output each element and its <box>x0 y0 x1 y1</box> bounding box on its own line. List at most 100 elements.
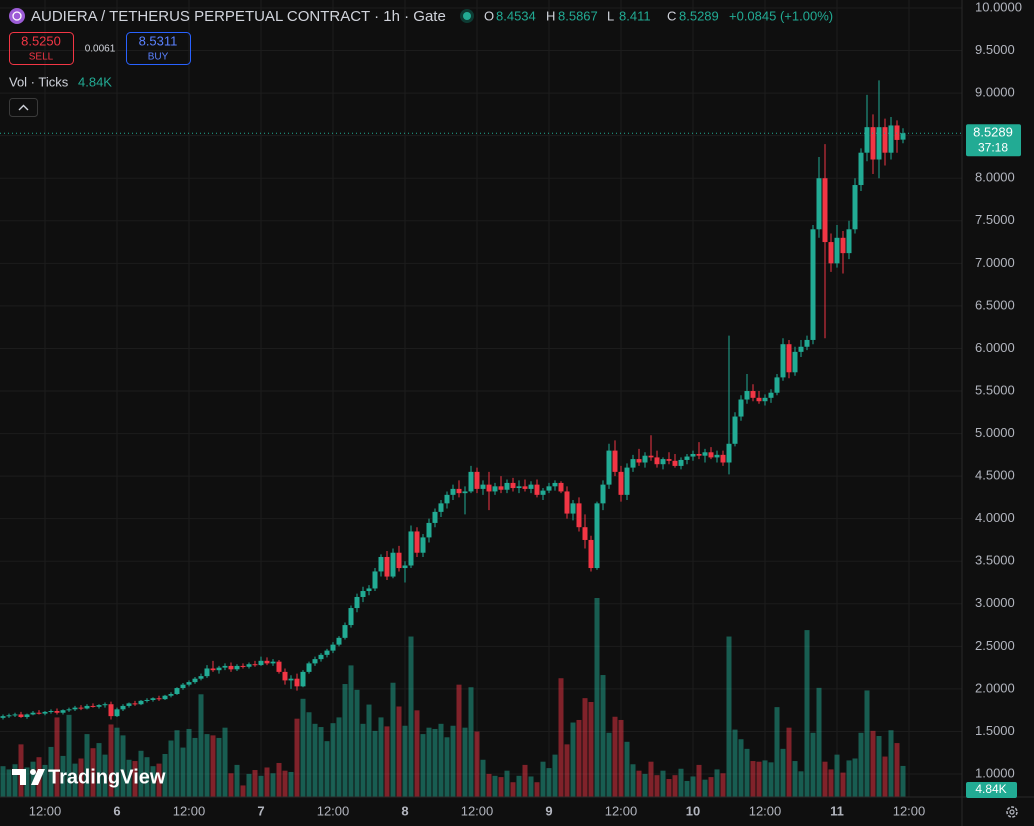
volume-bar <box>864 690 870 797</box>
candle-body <box>366 588 372 592</box>
y-tick-label: 3.0000 <box>975 595 1015 610</box>
volume-bar <box>576 719 582 797</box>
ohlc-label: L <box>607 8 614 23</box>
volume-legend-value: 4.84K <box>78 74 112 89</box>
candle-body <box>900 133 906 140</box>
candle-body <box>396 552 402 569</box>
volume-bar <box>594 598 600 797</box>
candle-body <box>60 710 66 713</box>
candle-body <box>162 695 168 700</box>
candle-body <box>756 397 762 402</box>
candle-body <box>66 709 72 711</box>
volume-bar <box>234 764 240 797</box>
x-tick-label: 12:00 <box>893 803 926 818</box>
volume-bar <box>282 770 288 797</box>
volume-bar <box>612 716 618 797</box>
volume-bar <box>438 723 444 797</box>
volume-bar <box>126 759 132 797</box>
volume-bar <box>42 764 48 797</box>
volume-bar <box>120 735 126 797</box>
status-dot <box>463 12 471 20</box>
y-tick-label: 5.5000 <box>975 382 1015 397</box>
x-tick-label: 12:00 <box>29 803 62 818</box>
volume-bar <box>294 718 300 797</box>
candle-body <box>516 486 522 489</box>
candle-body <box>228 665 234 670</box>
candle-body <box>390 552 396 577</box>
ohlc-value: 8.5867 <box>558 8 598 23</box>
candle-body <box>90 705 96 707</box>
volume-bar <box>162 753 168 797</box>
volume-bar <box>252 770 258 797</box>
y-tick-label: 2.5000 <box>975 638 1015 653</box>
volume-bar <box>600 675 606 797</box>
volume-bar <box>384 726 390 797</box>
volume-bar <box>60 755 66 797</box>
spread: 0.0061 <box>85 44 116 55</box>
y-tick-label: 5.0000 <box>975 425 1015 440</box>
candle-body <box>300 671 306 687</box>
candle-body <box>48 711 54 713</box>
sell-button[interactable] <box>9 32 74 65</box>
candle-body <box>750 391 756 398</box>
candle-body <box>678 459 684 466</box>
volume-bar <box>894 743 900 797</box>
volume-bar <box>96 743 102 797</box>
x-tick-label: 12:00 <box>605 803 638 818</box>
candle-body <box>372 571 378 589</box>
volume-bar <box>888 730 894 797</box>
volume-bar <box>522 764 528 797</box>
volume-bar <box>408 636 414 797</box>
candle-body <box>744 391 750 400</box>
y-tick-label: 9.0000 <box>975 85 1015 100</box>
logo-text[interactable]: TradingView <box>48 766 166 788</box>
volume-bar <box>534 782 540 797</box>
candle-body <box>870 127 876 160</box>
candle-body <box>648 455 654 458</box>
volume-bar <box>744 748 750 797</box>
volume-bar <box>186 728 192 797</box>
volume-bar <box>150 766 156 797</box>
candle-body <box>210 668 216 671</box>
candle-body <box>624 467 630 495</box>
volume-bar <box>714 769 720 797</box>
volume-bar <box>834 754 840 797</box>
volume-bar <box>318 727 324 797</box>
candle-body <box>432 511 438 523</box>
volume-bar <box>330 723 336 797</box>
volume-bar <box>276 762 282 797</box>
candle-body <box>528 484 534 489</box>
volume-bar <box>732 729 738 797</box>
volume-bar <box>480 759 486 797</box>
volume-bar <box>666 779 672 797</box>
volume-bar <box>486 773 492 797</box>
candle-body <box>204 668 210 677</box>
volume-bar <box>414 710 420 797</box>
volume-bar <box>216 737 222 797</box>
volume-bar <box>816 687 822 797</box>
buy-button[interactable] <box>126 32 191 65</box>
collapse-button[interactable] <box>9 98 38 117</box>
volume-bar <box>324 741 330 797</box>
symbol-title[interactable]: AUDIERA / TETHERUS PERPETUAL CONTRACT · … <box>31 8 446 25</box>
volume-bar <box>642 773 648 797</box>
volume-bar <box>702 779 708 797</box>
volume-bar <box>720 773 726 797</box>
y-tick-label: 7.0000 <box>975 255 1015 270</box>
volume-bar <box>738 739 744 797</box>
candle-body <box>510 482 516 489</box>
candle-body <box>714 454 720 458</box>
settings-icon[interactable] <box>1006 806 1018 818</box>
volume-bar <box>558 678 564 797</box>
candle-body <box>126 703 132 706</box>
volume-bar <box>372 730 378 797</box>
volume-bar <box>768 762 774 797</box>
candle-body <box>270 661 276 664</box>
volume-bar <box>174 730 180 797</box>
symbol-icon[interactable] <box>9 8 25 24</box>
volume-bar <box>786 727 792 797</box>
volume-bar <box>504 770 510 797</box>
candle-body <box>180 684 186 689</box>
candle-body <box>738 399 744 417</box>
